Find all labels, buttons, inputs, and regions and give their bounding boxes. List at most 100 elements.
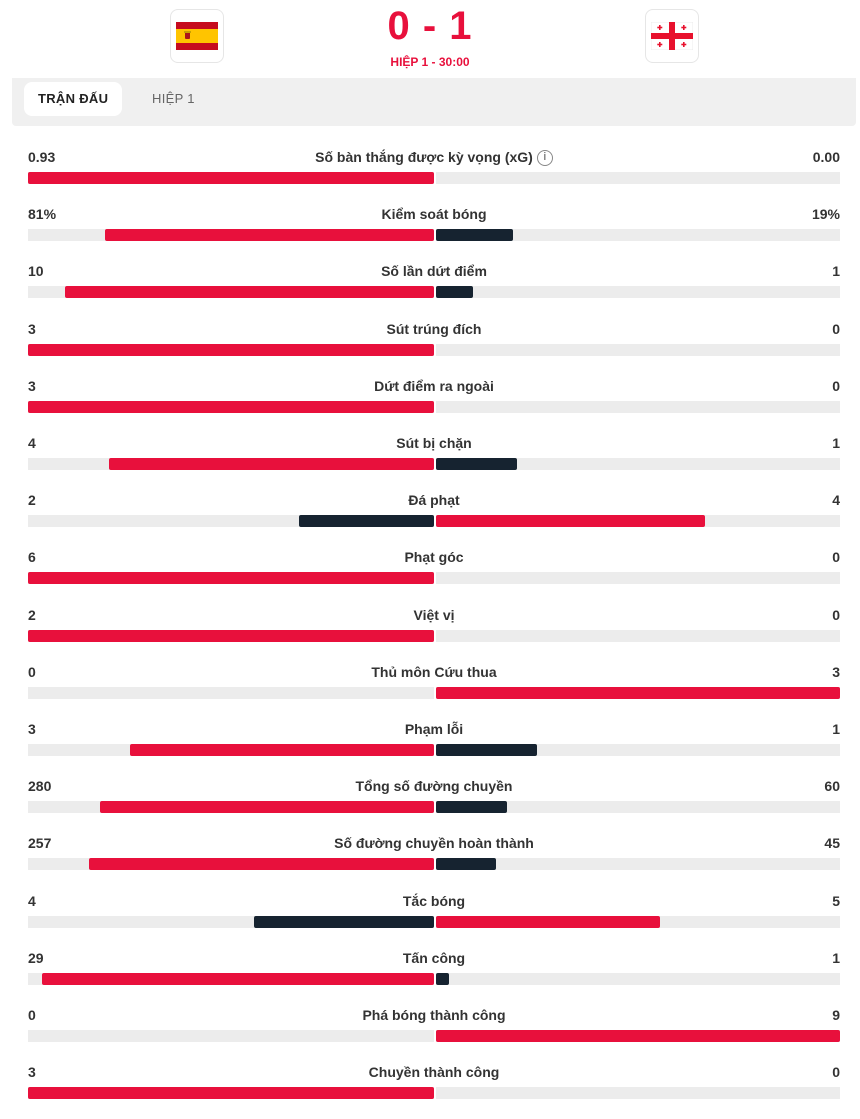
home-bar xyxy=(28,343,434,356)
away-bar xyxy=(436,458,517,470)
home-bar-track xyxy=(28,572,434,585)
home-bar-track xyxy=(28,972,434,985)
stat-away-value: 0 xyxy=(832,320,840,337)
away-bar-track xyxy=(436,1087,840,1100)
stat-label: Tấn công xyxy=(228,950,640,966)
stat-home-value: 10 xyxy=(28,263,44,280)
stat-home-value: 3 xyxy=(28,377,36,394)
stat-label-text: Dứt điểm ra ngoài xyxy=(374,377,494,394)
home-bar-track xyxy=(28,458,434,470)
stat-home-value: 2 xyxy=(28,492,36,509)
away-bar-track xyxy=(436,858,840,871)
stat-home-value: 280 xyxy=(28,778,52,795)
home-bar xyxy=(99,801,434,814)
stat-away-value: 0 xyxy=(832,606,840,623)
stat-home-value: 29 xyxy=(28,949,44,966)
stat-row: 280 Tổng số đường chuyền 60 xyxy=(28,769,840,826)
home-bar-track xyxy=(28,172,434,184)
stat-label: Sút bị chặn xyxy=(228,435,640,451)
stat-away-value: 4 xyxy=(832,492,840,509)
tab-first-half[interactable]: HIỆP 1 xyxy=(152,91,195,106)
info-icon[interactable]: i xyxy=(536,150,553,167)
spain-flag-icon xyxy=(176,22,218,50)
away-bar-track xyxy=(436,629,840,642)
stat-row: 2 Đá phạt 4 xyxy=(28,483,840,540)
stat-row: 81% Kiểm soát bóng 19% xyxy=(28,197,840,254)
stat-away-value: 1 xyxy=(832,263,840,280)
stat-label-text: Thủ môn Cứu thua xyxy=(371,663,497,680)
stat-away-value: 60 xyxy=(824,778,840,795)
stat-label: Chuyền thành công xyxy=(228,1064,640,1080)
stat-home-value: 6 xyxy=(28,549,36,566)
stat-label-text: Sút trúng đích xyxy=(386,320,482,337)
stat-label: Việt vị xyxy=(228,607,640,623)
stat-row: 2 Việt vị 0 xyxy=(28,598,840,655)
tab-match[interactable]: TRẬN ĐẤU xyxy=(24,82,123,116)
stat-row: 10 Số lần dứt điểm 1 xyxy=(28,254,840,311)
away-bar xyxy=(436,286,473,299)
stat-home-value: 0 xyxy=(28,1007,36,1023)
stat-label-text: Số đường chuyền hoàn thành xyxy=(334,835,534,852)
home-bar-track xyxy=(28,1030,434,1042)
home-bar-track xyxy=(28,400,434,413)
stat-label-text: Tắc bóng xyxy=(402,892,466,909)
stat-label: Dứt điểm ra ngoài xyxy=(228,378,640,394)
away-bar-track xyxy=(436,744,840,756)
period-tabs: TRẬN ĐẤU HIỆP 1 xyxy=(12,78,856,126)
stat-home-value: 257 xyxy=(28,835,52,852)
away-team-flag[interactable] xyxy=(645,9,699,63)
stat-row: 3 Dứt điểm ra ngoài 0 xyxy=(28,369,840,426)
georgia-flag-icon xyxy=(651,22,693,50)
away-bar-track xyxy=(436,1030,840,1042)
stat-row: 3 Sút trúng đích 0 xyxy=(28,312,840,369)
away-bar xyxy=(436,686,840,699)
home-bar xyxy=(253,915,434,928)
stat-row: 4 Sút bị chặn 1 xyxy=(28,426,840,483)
stat-row: 3 Chuyền thành công 0 xyxy=(28,1055,840,1112)
away-bar-track xyxy=(436,172,840,184)
match-score: 0 - 1 xyxy=(387,4,473,48)
stat-label: Phá bóng thành công xyxy=(228,1007,640,1023)
home-bar-track xyxy=(28,515,434,528)
home-bar-track xyxy=(28,343,434,356)
stat-row: 257 Số đường chuyền hoàn thành 45 xyxy=(28,826,840,883)
stat-away-value: 0 xyxy=(832,549,840,566)
away-bar-track xyxy=(436,801,840,814)
stat-row: 29 Tấn công 1 xyxy=(28,941,840,998)
stat-label-text: Đá phạt xyxy=(408,492,460,509)
stat-home-value: 4 xyxy=(28,892,36,909)
stat-label: Tắc bóng xyxy=(228,893,640,909)
stat-row: 4 Tắc bóng 5 xyxy=(28,884,840,941)
away-bar xyxy=(436,801,508,814)
stat-label: Sút trúng đích xyxy=(228,321,640,337)
home-bar-track xyxy=(28,686,434,699)
stat-away-value: 0 xyxy=(832,1064,840,1081)
stat-label-text: Số bàn thắng được kỳ vọng (xG) xyxy=(315,149,533,165)
stat-home-value: 3 xyxy=(28,721,36,737)
home-bar xyxy=(64,286,434,299)
stat-label: Số đường chuyền hoàn thành xyxy=(228,835,640,851)
away-bar xyxy=(436,858,497,871)
home-bar xyxy=(28,1087,434,1100)
stat-home-value: 3 xyxy=(28,320,36,337)
home-bar xyxy=(28,572,434,585)
match-status: HIỆP 1 - 30:00 xyxy=(390,55,470,69)
away-bar-track xyxy=(436,515,840,528)
away-bar-track xyxy=(436,229,840,242)
stat-label-text: Phạt góc xyxy=(404,549,464,566)
home-bar xyxy=(105,229,434,242)
stat-away-value: 1 xyxy=(832,721,840,737)
stat-away-value: 19% xyxy=(811,206,840,223)
home-team-flag[interactable] xyxy=(170,9,224,63)
stat-row: 0 Phá bóng thành công 9 xyxy=(28,998,840,1055)
home-bar-track xyxy=(28,744,434,756)
home-bar xyxy=(41,972,434,985)
away-bar-track xyxy=(436,343,840,356)
home-bar xyxy=(109,458,434,470)
home-bar xyxy=(28,400,434,413)
away-bar-track xyxy=(436,400,840,413)
stat-label-text: Tổng số đường chuyền xyxy=(355,778,513,795)
stat-label: Phạm lỗi xyxy=(228,721,640,737)
home-bar-track xyxy=(28,858,434,871)
away-bar xyxy=(436,972,450,985)
